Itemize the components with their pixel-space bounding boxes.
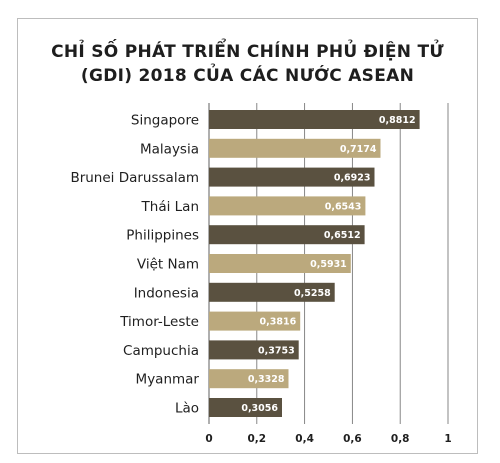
chart-title: CHỈ SỐ PHÁT TRIỂN CHÍNH PHỦ ĐIỆN TỬ (GDI… xyxy=(17,40,478,88)
x-tick-label: 0,2 xyxy=(247,433,266,445)
bar-value-label: 0,3328 xyxy=(248,374,285,385)
bar-value-label: 0,6923 xyxy=(334,173,371,184)
x-tick-label: 0,4 xyxy=(295,433,314,445)
bar xyxy=(209,167,375,187)
x-tick-label: 1 xyxy=(444,433,451,445)
category-label: Myanmar xyxy=(136,372,200,388)
bar-value-label: 0,6543 xyxy=(325,201,362,212)
x-tick-label: 0,6 xyxy=(343,433,362,445)
category-label: Brunei Darussalam xyxy=(70,170,199,186)
category-label: Campuchia xyxy=(123,343,199,359)
bar-value-label: 0,7174 xyxy=(340,144,377,155)
bar-value-label: 0,8812 xyxy=(379,115,416,126)
x-axis-tick-labels: 0 0,2 0,4 0,6 0,8 1 xyxy=(205,433,451,445)
bar xyxy=(209,196,366,216)
category-label: Việt Nam xyxy=(137,257,199,273)
bar xyxy=(209,282,335,302)
bar-value-label: 0,5258 xyxy=(294,288,331,299)
bar xyxy=(209,340,299,360)
chart-title-line-1: CHỈ SỐ PHÁT TRIỂN CHÍNH PHỦ ĐIỆN TỬ xyxy=(51,42,444,62)
bars: 0,8812 0,7174 0,6923 0,6543 0,6512 0,5931 0,52… xyxy=(209,110,420,417)
bar-value-label: 0,3056 xyxy=(241,403,278,414)
bar-value-label: 0,5931 xyxy=(310,259,347,270)
category-label: Lào xyxy=(175,401,199,417)
category-label: Singapore xyxy=(131,113,199,129)
bar xyxy=(209,369,289,389)
bar xyxy=(209,398,282,417)
bar xyxy=(209,311,301,331)
bar xyxy=(209,110,420,129)
bar xyxy=(209,225,365,245)
category-label: Indonesia xyxy=(134,285,199,301)
bar-value-label: 0,3753 xyxy=(258,345,295,356)
chart-title-line-2: (GDI) 2018 CỦA CÁC NƯỚC ASEAN xyxy=(80,66,415,86)
category-label: Philippines xyxy=(126,228,199,244)
bar xyxy=(209,254,351,273)
category-label: Malaysia xyxy=(140,141,199,157)
bar-value-label: 0,3816 xyxy=(260,317,297,328)
bar xyxy=(209,138,381,158)
category-label: Thái Lan xyxy=(141,199,199,215)
x-tick-label: 0 xyxy=(205,433,212,445)
bar-value-label: 0,6512 xyxy=(324,230,361,241)
category-label: Timor-Leste xyxy=(119,314,199,330)
category-labels: Singapore Malaysia Brunei Darussalam Thái L… xyxy=(70,113,199,417)
x-tick-label: 0,8 xyxy=(391,433,410,445)
